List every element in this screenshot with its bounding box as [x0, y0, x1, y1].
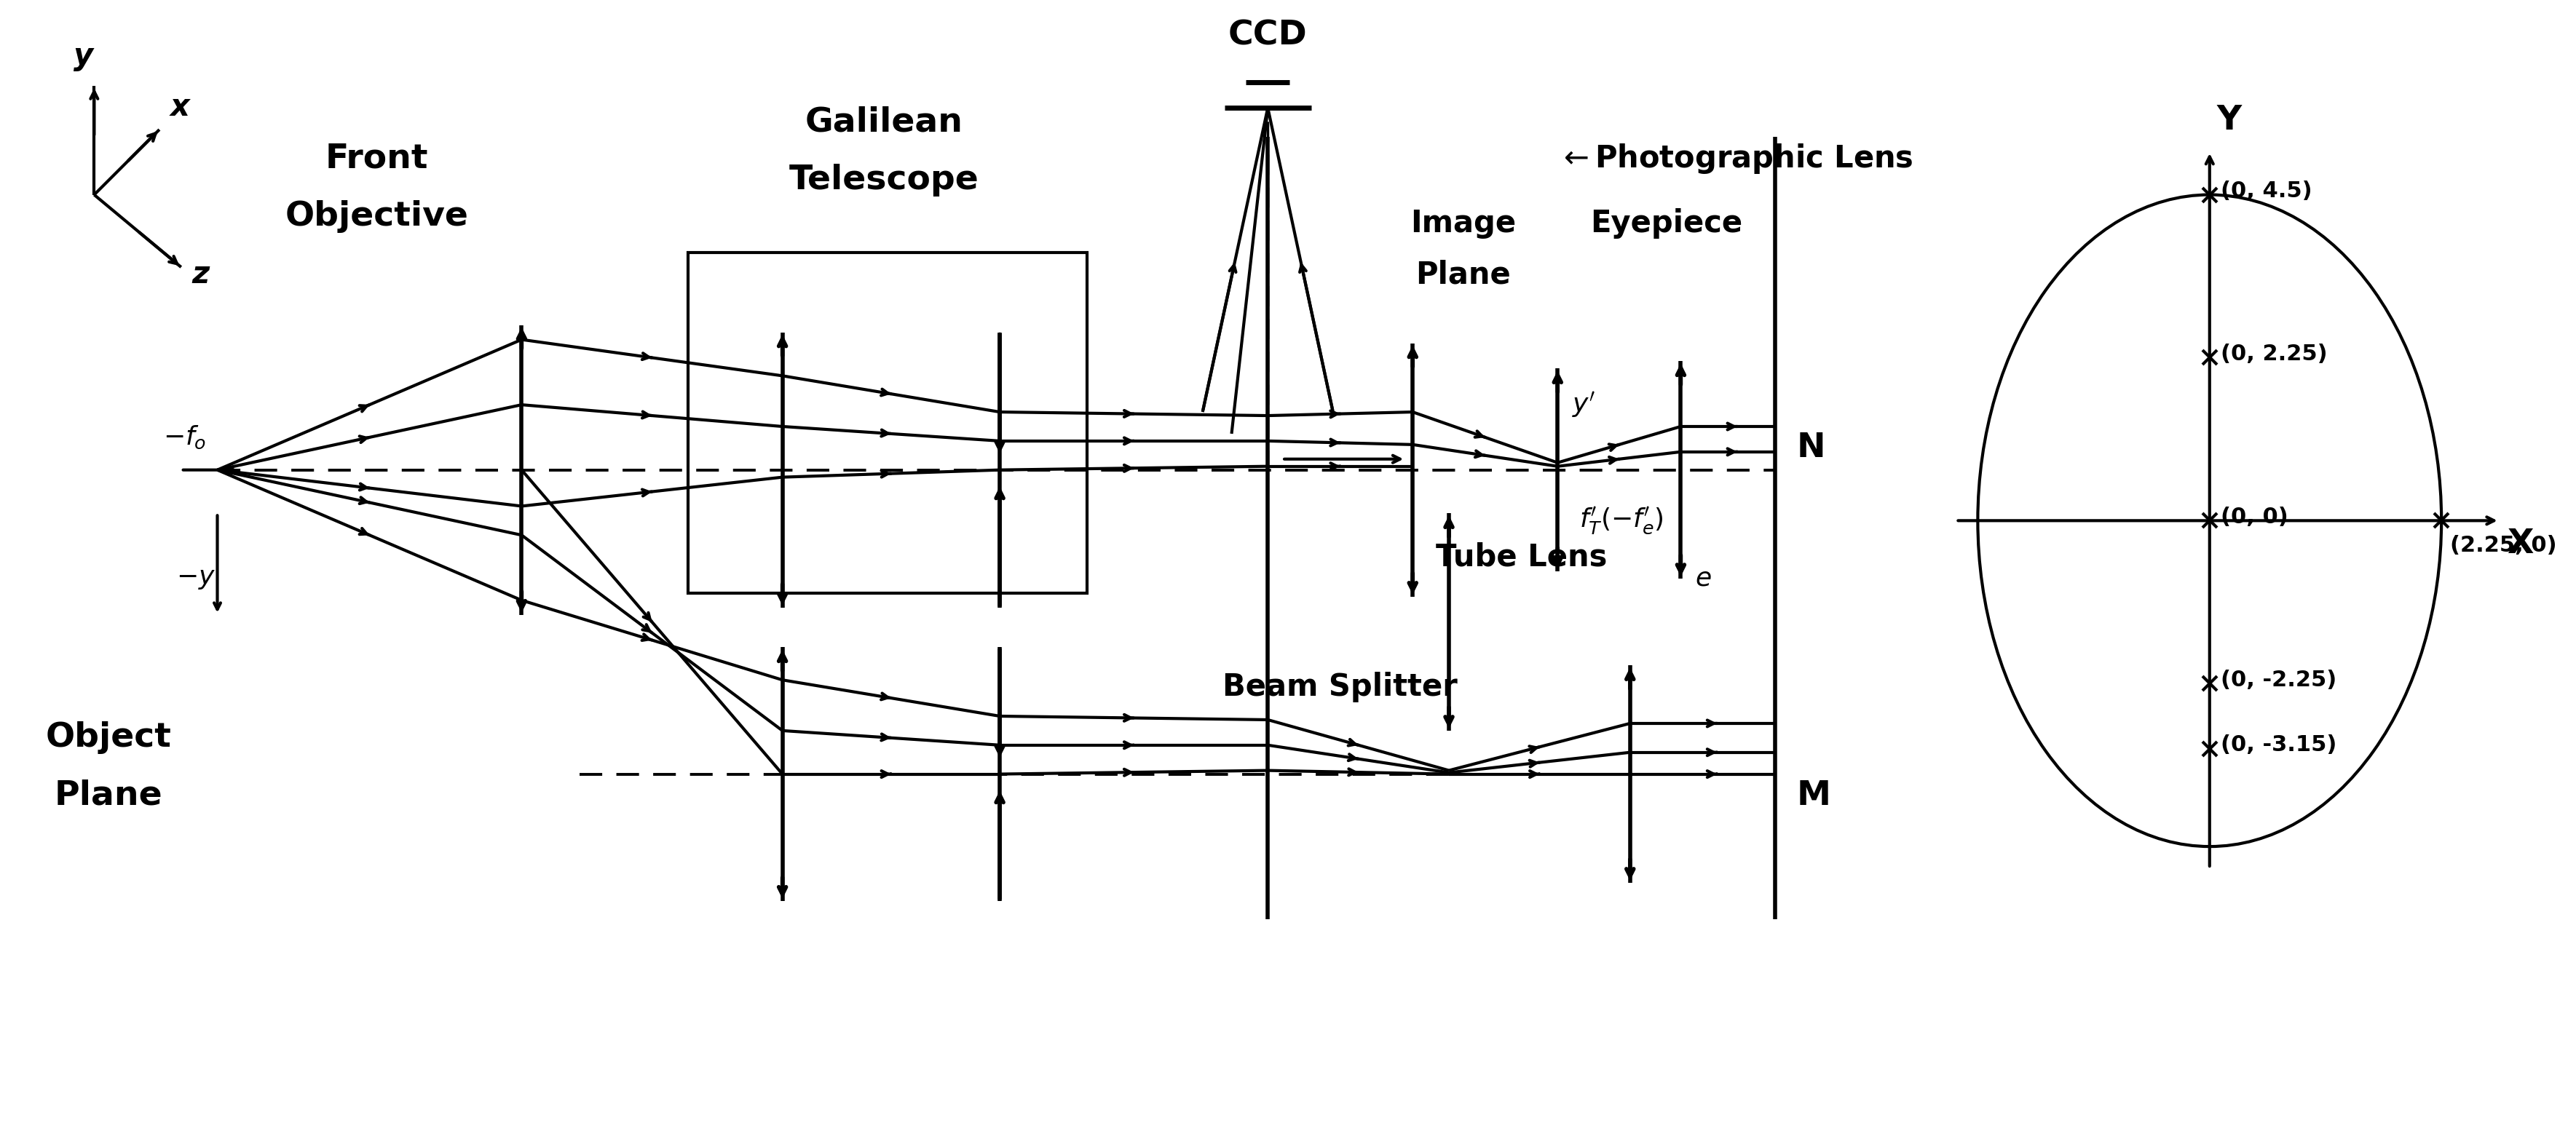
- Text: Eyepiece: Eyepiece: [1589, 208, 1741, 239]
- Text: Object: Object: [46, 721, 173, 754]
- Text: $\leftarrow$Photographic Lens: $\leftarrow$Photographic Lens: [1558, 141, 1914, 175]
- Text: Beam Splitter: Beam Splitter: [1224, 672, 1458, 703]
- Text: $-y$: $-y$: [175, 566, 216, 591]
- Text: $f_T'(-f_e')$: $f_T'(-f_e')$: [1579, 506, 1664, 536]
- Text: (0, 4.5): (0, 4.5): [2221, 181, 2311, 202]
- Text: x: x: [170, 92, 191, 122]
- Text: (0, -3.15): (0, -3.15): [2221, 735, 2336, 755]
- Text: (0, 2.25): (0, 2.25): [2221, 344, 2326, 364]
- Text: Plane: Plane: [1417, 259, 1512, 289]
- Text: Tube Lens: Tube Lens: [1435, 541, 1607, 572]
- Text: (0, 0): (0, 0): [2221, 507, 2287, 527]
- Text: Image: Image: [1412, 208, 1517, 239]
- Text: $-f_o$: $-f_o$: [162, 424, 206, 451]
- Text: $y'$: $y'$: [1571, 391, 1595, 419]
- Text: N: N: [1795, 432, 1826, 465]
- Text: Galilean: Galilean: [804, 106, 963, 139]
- Text: Plane: Plane: [54, 779, 162, 812]
- Text: (2.25, 0): (2.25, 0): [2450, 535, 2558, 556]
- Text: M: M: [1795, 779, 1832, 812]
- Text: CCD: CCD: [1229, 19, 1309, 51]
- Text: Y: Y: [2218, 104, 2241, 137]
- Text: y: y: [75, 41, 93, 72]
- Text: Front: Front: [325, 142, 428, 175]
- Text: X: X: [2506, 527, 2532, 560]
- Bar: [688, 253, 1087, 593]
- Text: Telescope: Telescope: [788, 164, 979, 197]
- Text: (0, -2.25): (0, -2.25): [2221, 670, 2336, 690]
- Text: z: z: [193, 259, 209, 289]
- Text: $e$: $e$: [1695, 566, 1710, 591]
- Text: Objective: Objective: [286, 200, 469, 232]
